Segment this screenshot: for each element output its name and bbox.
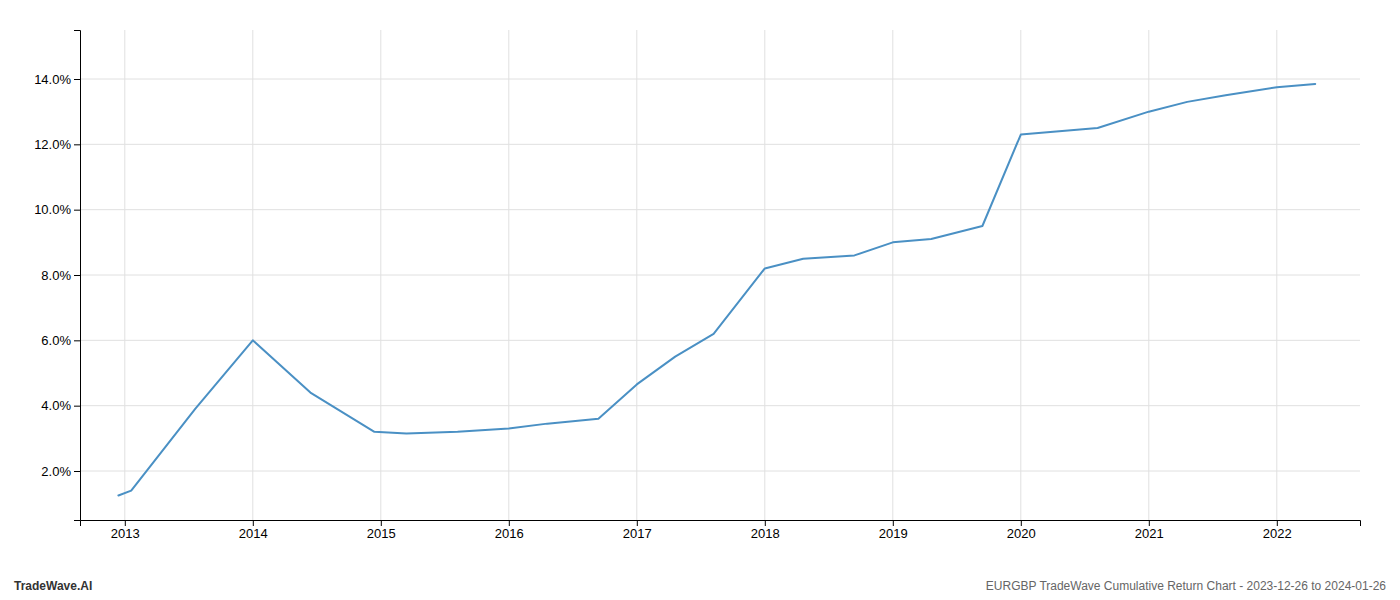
tick: 2014 xyxy=(239,520,268,541)
tick: 8.0% xyxy=(41,268,80,283)
tick-label: 12.0% xyxy=(34,137,71,152)
tick: 4.0% xyxy=(41,398,80,413)
grid-line xyxy=(80,275,1360,276)
tick-mark xyxy=(1149,520,1150,526)
tick-mark xyxy=(74,79,80,80)
tick-label: 2018 xyxy=(751,526,780,541)
tick: 2019 xyxy=(879,520,908,541)
tick-mark xyxy=(74,275,80,276)
axis-line xyxy=(81,521,1361,527)
x-axis: 2013 2014 2015 2016 2017 2018 2019 2020 2021 2022 xyxy=(81,520,1361,541)
tick-label: 10.0% xyxy=(34,202,71,217)
tick: 2021 xyxy=(1135,520,1164,541)
grid-line xyxy=(80,471,1360,472)
tick: 2022 xyxy=(1263,520,1292,541)
marks xyxy=(118,84,1315,496)
tick-label: 2015 xyxy=(367,526,396,541)
tick: 10.0% xyxy=(34,202,80,217)
y-axis: 2.0% 4.0% 6.0% 8.0% 10.0% 12.0% 14.0% xyxy=(34,31,80,521)
tick-mark xyxy=(893,520,894,526)
tick-mark xyxy=(765,520,766,526)
tick-label: 2019 xyxy=(879,526,908,541)
tick-label: 2016 xyxy=(495,526,524,541)
tick-label: 2013 xyxy=(111,526,140,541)
axis-line xyxy=(74,31,81,521)
tick-label: 4.0% xyxy=(41,398,71,413)
tick: 12.0% xyxy=(34,137,80,152)
tick-label: 6.0% xyxy=(41,333,71,348)
grid-line xyxy=(80,405,1360,406)
tick: 6.0% xyxy=(41,333,80,348)
tick-label: 2014 xyxy=(239,526,268,541)
footer-left: TradeWave.AI xyxy=(14,579,92,593)
tick-mark xyxy=(74,340,80,341)
tick-mark xyxy=(74,471,80,472)
tick-label: 2.0% xyxy=(41,464,71,479)
tick-label: 14.0% xyxy=(34,72,71,87)
tick-mark xyxy=(1021,520,1022,526)
tick-mark xyxy=(253,520,254,526)
tick-label: 2022 xyxy=(1263,526,1292,541)
plot: 2013 2014 2015 2016 2017 2018 2019 2020 2021 2022… xyxy=(34,30,1360,541)
grid-line xyxy=(80,144,1360,145)
tick-mark xyxy=(637,520,638,526)
tick-mark xyxy=(1277,520,1278,526)
tick: 2013 xyxy=(111,520,140,541)
chart: 2013 2014 2015 2016 2017 2018 2019 2020 2021 2022… xyxy=(0,0,1400,600)
grid-line xyxy=(80,79,1360,80)
tick: 2017 xyxy=(623,520,652,541)
tick-mark xyxy=(74,210,80,211)
grid xyxy=(80,30,1360,520)
tick-mark xyxy=(125,520,126,526)
tick-label: 2021 xyxy=(1135,526,1164,541)
footer-right: EURGBP TradeWave Cumulative Return Chart… xyxy=(986,579,1387,593)
tick: 2018 xyxy=(751,520,780,541)
line xyxy=(118,84,1315,496)
tick-label: 8.0% xyxy=(41,268,71,283)
tick-mark xyxy=(381,520,382,526)
tick-mark xyxy=(509,520,510,526)
tick-label: 2020 xyxy=(1007,526,1036,541)
tick-label: 2017 xyxy=(623,526,652,541)
tick: 2020 xyxy=(1007,520,1036,541)
grid-line xyxy=(80,209,1360,210)
tick-mark xyxy=(74,144,80,145)
tick: 2.0% xyxy=(41,464,80,479)
tick-mark xyxy=(74,406,80,407)
grid-line xyxy=(80,340,1360,341)
tick: 2015 xyxy=(367,520,396,541)
tick: 2016 xyxy=(495,520,524,541)
tick: 14.0% xyxy=(34,72,80,87)
